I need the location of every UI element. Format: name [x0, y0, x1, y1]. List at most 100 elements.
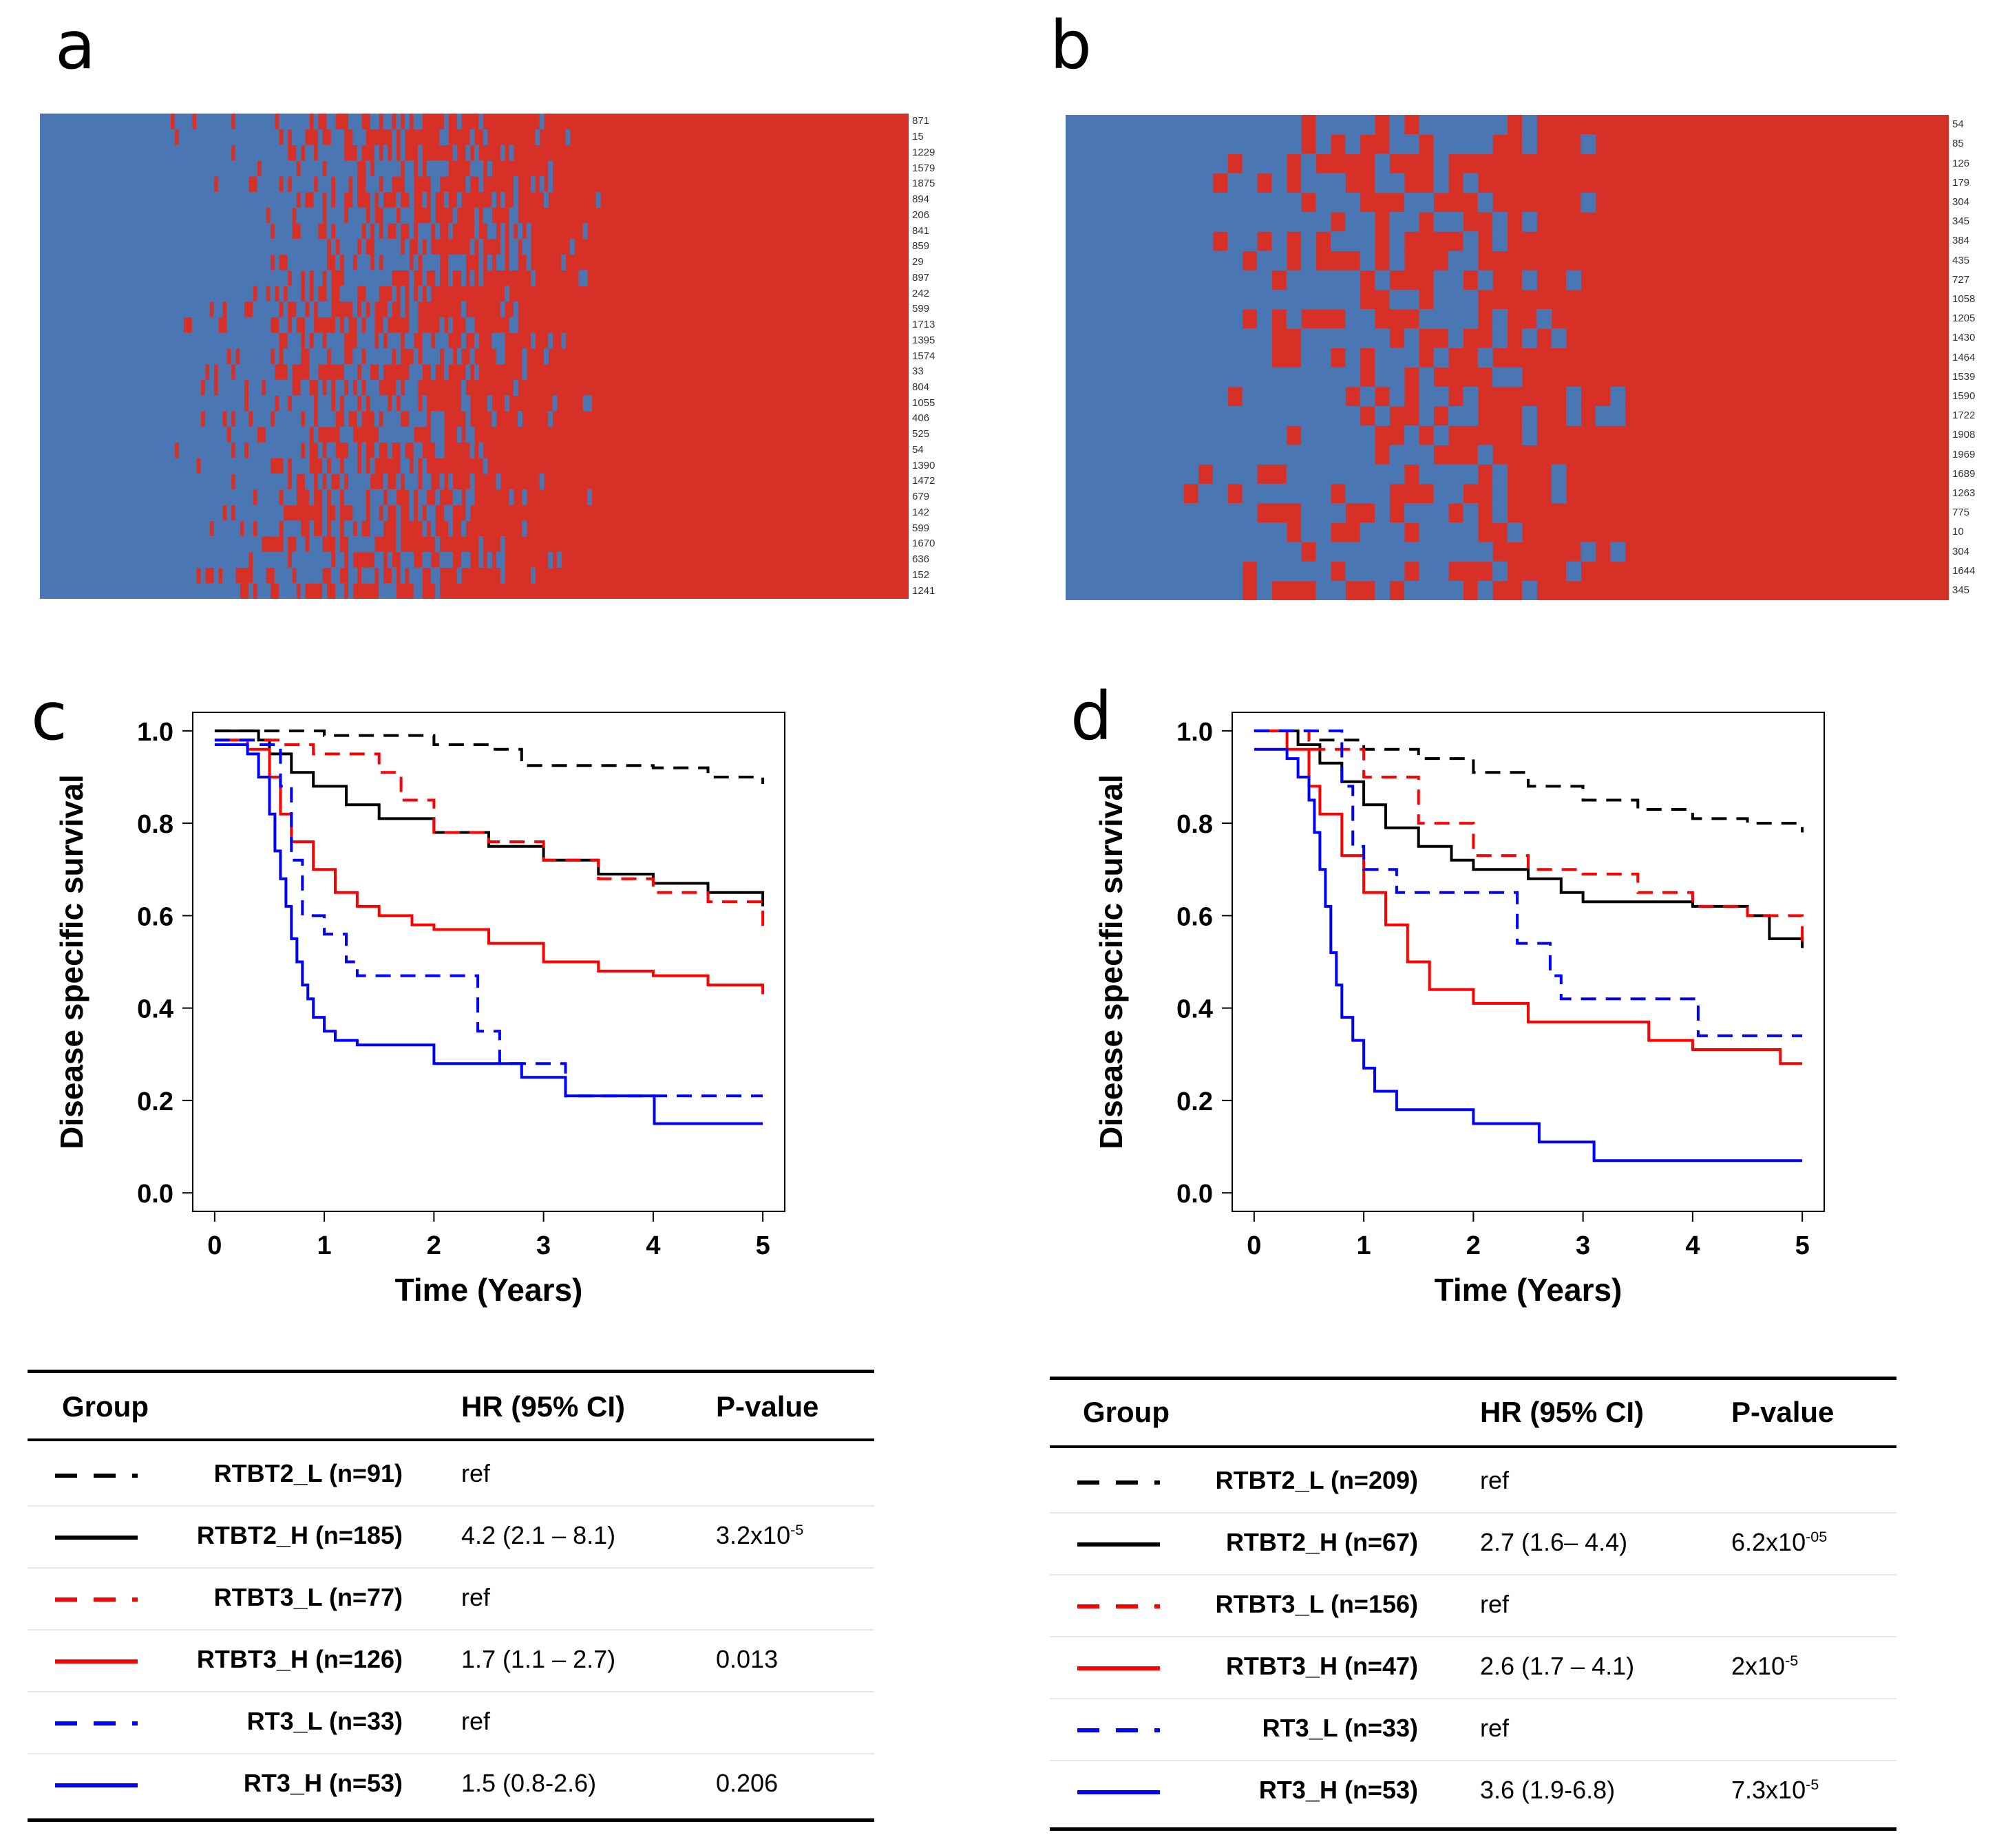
heatmap-b-row-label: 10 [1952, 526, 1964, 538]
heatmap-a-row-label: 1395 [912, 334, 936, 346]
km-d-xlabel: Time (Years) [1435, 1272, 1623, 1308]
heatmap-a-row-label: 1472 [912, 475, 936, 487]
panel-label-b: b [1050, 7, 1092, 84]
km-d-series-rtbt3_l [1254, 729, 1804, 948]
table-c-group-name: RTBT3_H (n=126) [196, 1645, 403, 1673]
heatmap-a-row-label: 1875 [912, 178, 936, 190]
table-c-row: RTBT2_L (n=91) ref [28, 1444, 874, 1507]
km-d-series-rtbt2_l [1254, 729, 1804, 833]
table-c-row-separator [28, 1505, 874, 1507]
heatmap-b-row-label: 1689 [1952, 467, 1976, 480]
heatmap-a-row-label: 33 [912, 365, 924, 378]
heatmap-b-row-label: 85 [1952, 138, 1964, 150]
table-d-header-group: Group [1083, 1396, 1170, 1428]
table-d: Group HR (95% CI) P-value RTBT2_L (n=209… [1050, 1377, 1896, 1834]
km-c-ytick-label: 1.0 [137, 718, 173, 747]
table-c-hr-value: ref [461, 1583, 491, 1611]
km-c-ytick-label: 0.8 [137, 810, 173, 839]
table-d-group-name: RT3_L (n=33) [1262, 1714, 1418, 1742]
table-d-hr-value: ref [1480, 1714, 1510, 1742]
km-d-series-rtbt2_h [1254, 729, 1804, 948]
heatmap-a-row-label: 599 [912, 303, 930, 315]
table-d-hr-value: 3.6 (1.9-6.8) [1480, 1776, 1616, 1804]
table-c-p-value: 0.206 [716, 1769, 779, 1797]
heatmap-b-row-label: 179 [1952, 176, 1970, 189]
km-d-xtick-label: 5 [1795, 1231, 1810, 1260]
table-c-row: RT3_H (n=53) 1.5 (0.8-2.6) 0.206 [28, 1754, 874, 1817]
heatmap-a-row-label: 679 [912, 491, 930, 503]
heatmap-a-row-label: 242 [912, 287, 930, 299]
table-d-row-separator [1050, 1636, 1896, 1637]
km-c-xlabel: Time (Years) [395, 1272, 583, 1308]
panel-label-c: c [31, 678, 67, 755]
heatmap-a-row-label: 15 [912, 131, 924, 143]
km-c-ytick-label: 0.0 [137, 1180, 173, 1209]
table-c-group-name: RT3_L (n=33) [246, 1707, 403, 1735]
table-d-hr-value: 2.7 (1.6– 4.4) [1480, 1528, 1628, 1556]
heatmap-b-row-label: 1464 [1952, 351, 1976, 363]
heatmap-b-row-label: 727 [1952, 273, 1970, 286]
panel-label-d: d [1070, 678, 1112, 755]
km-d-ytick-label: 0.2 [1176, 1087, 1213, 1116]
table-c-row-separator [28, 1567, 874, 1569]
heatmap-a-row-label: 599 [912, 522, 930, 534]
heatmap-a-row-label: 1579 [912, 162, 936, 174]
km-c-xtick-label: 0 [207, 1231, 222, 1260]
heatmap-b-row-label: 1908 [1952, 429, 1976, 441]
heatmap-b-row-label: 1205 [1952, 312, 1976, 325]
table-c-hr-value: ref [461, 1707, 491, 1735]
table-c-row-separator [28, 1753, 874, 1754]
table-d-group-name: RTBT3_H (n=47) [1225, 1652, 1418, 1680]
table-c-group-name: RTBT2_L (n=91) [213, 1459, 403, 1487]
km-d-ytick-label: 0.8 [1176, 810, 1213, 839]
heatmap-b-row-label: 345 [1952, 215, 1970, 228]
km-c-xtick-label: 4 [646, 1231, 660, 1260]
table-c-legend-line [55, 1597, 138, 1602]
heatmap-a-row-label: 859 [912, 240, 930, 253]
heatmap-a [40, 114, 909, 599]
km-c-xtick-label: 1 [317, 1231, 332, 1260]
km-c-series-rt3_h [214, 743, 763, 1125]
table-d-row-separator [1050, 1574, 1896, 1575]
table-d-hr-value: 2.6 (1.7 – 4.1) [1480, 1652, 1635, 1680]
table-c-row: RTBT2_H (n=185) 4.2 (2.1 – 8.1) 3.2x10-5 [28, 1506, 874, 1569]
heatmap-b [1066, 115, 1949, 600]
table-c-hr-value: ref [461, 1459, 491, 1487]
heatmap-b-row-label: 1969 [1952, 448, 1976, 460]
table-d-row: RT3_L (n=33) ref [1050, 1699, 1896, 1762]
heatmap-a-row-label: 894 [912, 193, 930, 206]
heatmap-a-row-label: 1055 [912, 396, 936, 409]
km-c-xtick-label: 3 [536, 1231, 551, 1260]
km-c-ylabel: Disease specific survival [54, 774, 89, 1149]
km-d-ylabel: Disease specific survival [1093, 774, 1129, 1149]
km-d-series-rt3_h [1254, 747, 1803, 1162]
km-d-ytick-label: 0.4 [1176, 995, 1213, 1024]
table-c-group-name: RTBT3_L (n=77) [213, 1583, 403, 1611]
table-d-header-hr: HR (95% CI) [1480, 1396, 1645, 1428]
km-d-series-rtbt3_h [1254, 729, 1803, 1065]
km-c-series-rt3_l [214, 739, 763, 1098]
heatmap-b-row-label: 1644 [1952, 564, 1976, 577]
table-c-row: RT3_L (n=33) ref [28, 1692, 874, 1755]
km-c-series-rtbt3_l [214, 739, 765, 930]
heatmap-a-row-label: 54 [912, 443, 924, 456]
km-d-ytick-label: 0.0 [1176, 1180, 1213, 1209]
table-c-row-separator [28, 1629, 874, 1631]
heatmap-a-row-label: 206 [912, 209, 930, 221]
table-c-p-value: 0.013 [716, 1645, 779, 1673]
table-c-hr-value: 1.7 (1.1 – 2.7) [461, 1645, 616, 1673]
heatmap-b-row-label: 1590 [1952, 390, 1976, 402]
table-c-legend-line [55, 1536, 138, 1540]
table-d-header-pvalue: P-value [1731, 1396, 1835, 1428]
heatmap-b-row-label: 1539 [1952, 370, 1976, 383]
table-d-legend-line [1077, 1728, 1160, 1732]
km-c-ytick-label: 0.6 [137, 902, 173, 931]
heatmap-a-row-label: 1390 [912, 459, 936, 471]
km-d-series-rt3_l [1254, 729, 1803, 1037]
km-c-plot-frame [192, 712, 785, 1212]
km-chart-c: 0.0 0.2 0.4 0.6 0.8 1.0 0 1 2 3 4 5 Time (Years) Dise… [21, 695, 833, 1332]
table-c-row: RTBT3_H (n=126) 1.7 (1.1 – 2.7) 0.013 [28, 1630, 874, 1693]
km-d-xtick-label: 0 [1247, 1231, 1261, 1260]
km-d-xtick-label: 4 [1685, 1231, 1700, 1260]
table-c-hr-value: 1.5 (0.8-2.6) [461, 1769, 597, 1797]
